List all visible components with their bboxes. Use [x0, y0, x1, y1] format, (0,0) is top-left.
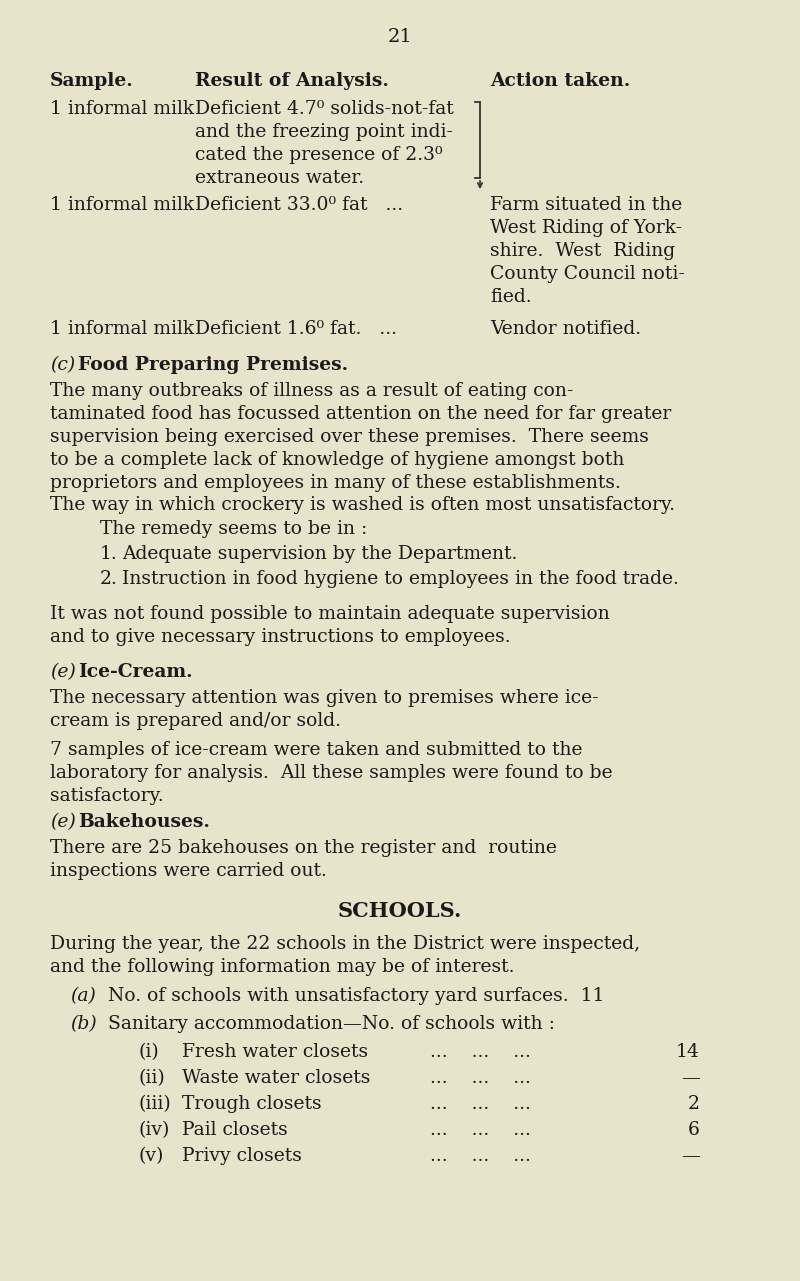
Text: 1 informal milk: 1 informal milk: [50, 196, 194, 214]
Text: Bakehouses.: Bakehouses.: [78, 813, 210, 831]
Text: It was not found possible to maintain adequate supervision
and to give necessary: It was not found possible to maintain ad…: [50, 605, 610, 646]
Text: 21: 21: [388, 28, 412, 46]
Text: Pail closets: Pail closets: [182, 1121, 288, 1139]
Text: SCHOOLS.: SCHOOLS.: [338, 901, 462, 921]
Text: 2: 2: [688, 1095, 700, 1113]
Text: ...    ...    ...: ... ... ...: [430, 1121, 531, 1139]
Text: The necessary attention was given to premises where ice-
cream is prepared and/o: The necessary attention was given to pre…: [50, 689, 598, 730]
Text: No. of schools with unsatisfactory yard surfaces.  11: No. of schools with unsatisfactory yard …: [108, 986, 604, 1006]
Text: Deficient 4.7⁰ solids-not-fat
and the freezing point indi-
cated the presence of: Deficient 4.7⁰ solids-not-fat and the fr…: [195, 100, 454, 187]
Text: (e): (e): [50, 813, 76, 831]
Text: —: —: [681, 1146, 700, 1164]
Text: (c): (c): [50, 356, 75, 374]
Text: Privy closets: Privy closets: [182, 1146, 302, 1164]
Text: (i): (i): [138, 1043, 158, 1061]
Text: Fresh water closets: Fresh water closets: [182, 1043, 368, 1061]
Text: ...    ...    ...: ... ... ...: [430, 1146, 531, 1164]
Text: Farm situated in the
West Riding of York-
shire.  West  Riding
County Council no: Farm situated in the West Riding of York…: [490, 196, 685, 306]
Text: ...    ...    ...: ... ... ...: [430, 1070, 531, 1088]
Text: 7 samples of ice-cream were taken and submitted to the
laboratory for analysis. : 7 samples of ice-cream were taken and su…: [50, 740, 613, 804]
Text: During the year, the 22 schools in the District were inspected,
and the followin: During the year, the 22 schools in the D…: [50, 935, 640, 976]
Text: ...    ...    ...: ... ... ...: [430, 1095, 531, 1113]
Text: 1 informal milk: 1 informal milk: [50, 320, 194, 338]
Text: Adequate supervision by the Department.: Adequate supervision by the Department.: [122, 544, 518, 564]
Text: (v): (v): [138, 1146, 163, 1164]
Text: Deficient 33.0⁰ fat   ...: Deficient 33.0⁰ fat ...: [195, 196, 403, 214]
Text: 6: 6: [688, 1121, 700, 1139]
Text: (iii): (iii): [138, 1095, 170, 1113]
Text: There are 25 bakehouses on the register and  routine
inspections were carried ou: There are 25 bakehouses on the register …: [50, 839, 557, 880]
Text: Action taken.: Action taken.: [490, 72, 630, 90]
Text: Trough closets: Trough closets: [182, 1095, 322, 1113]
Text: Vendor notified.: Vendor notified.: [490, 320, 641, 338]
Text: (b): (b): [70, 1015, 97, 1032]
Text: (iv): (iv): [138, 1121, 170, 1139]
Text: Ice-Cream.: Ice-Cream.: [78, 664, 193, 681]
Text: (ii): (ii): [138, 1070, 165, 1088]
Text: The remedy seems to be in :: The remedy seems to be in :: [100, 520, 367, 538]
Text: Sample.: Sample.: [50, 72, 134, 90]
Text: Result of Analysis.: Result of Analysis.: [195, 72, 389, 90]
Text: —: —: [681, 1070, 700, 1088]
Text: Deficient 1.6⁰ fat.   ...: Deficient 1.6⁰ fat. ...: [195, 320, 397, 338]
Text: The many outbreaks of illness as a result of eating con-
taminated food has focu: The many outbreaks of illness as a resul…: [50, 382, 675, 515]
Text: (e): (e): [50, 664, 76, 681]
Text: Food Preparing Premises.: Food Preparing Premises.: [78, 356, 348, 374]
Text: Instruction in food hygiene to employees in the food trade.: Instruction in food hygiene to employees…: [122, 570, 679, 588]
Text: Waste water closets: Waste water closets: [182, 1070, 370, 1088]
Text: ...    ...    ...: ... ... ...: [430, 1043, 531, 1061]
Text: 2.: 2.: [100, 570, 118, 588]
Text: 1 informal milk: 1 informal milk: [50, 100, 194, 118]
Text: Sanitary accommodation—No. of schools with :: Sanitary accommodation—No. of schools wi…: [108, 1015, 555, 1032]
Text: 1.: 1.: [100, 544, 118, 564]
Text: 14: 14: [676, 1043, 700, 1061]
Text: (a): (a): [70, 986, 96, 1006]
